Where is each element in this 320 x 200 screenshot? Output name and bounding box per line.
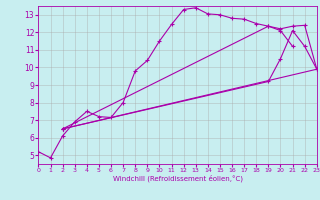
- X-axis label: Windchill (Refroidissement éolien,°C): Windchill (Refroidissement éolien,°C): [113, 175, 243, 182]
